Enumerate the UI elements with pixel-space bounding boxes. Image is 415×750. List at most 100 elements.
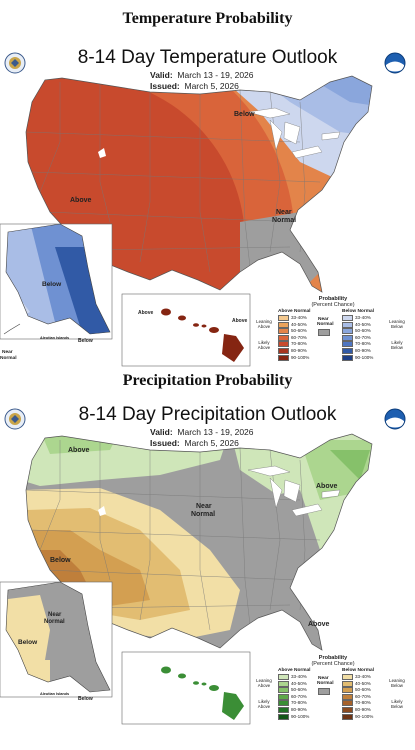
temperature-valid: Valid: March 13 - 19, 2026 <box>150 70 254 80</box>
precipitation-legend: Probability (Percent Chance) Above Norma… <box>256 655 410 729</box>
label-normal: Normal <box>272 217 296 224</box>
legend-swatch <box>278 321 289 328</box>
great-lakes <box>247 465 341 517</box>
legend-range-label: 60-70% <box>291 694 307 700</box>
legend-swatch <box>342 700 353 707</box>
legend-below-row: 80-90% <box>342 348 371 354</box>
legend-leaning-below: Leaning Below <box>389 319 405 329</box>
legend-above-row: 90-100% <box>278 713 310 720</box>
legend-above-row: 70-80% <box>278 700 307 707</box>
label-near: Near <box>276 209 292 216</box>
legend-below-row: 50-60% <box>342 328 371 335</box>
legend-title: Probability <box>318 655 348 661</box>
legend-range-label: 40-50% <box>291 321 307 327</box>
legend-swatch <box>342 354 353 361</box>
legend-swatch <box>342 328 353 335</box>
label-ak-near: Near <box>2 349 13 355</box>
label-ak-near: Near <box>48 612 62 618</box>
legend-below-row: 33-40% <box>342 674 371 680</box>
legend-above-row: 60-70% <box>278 693 307 700</box>
legend-below-row: 70-80% <box>342 700 371 707</box>
label-above-ne: Above <box>316 483 338 490</box>
legend-range-label: 90-100% <box>291 354 310 360</box>
legend-swatch <box>342 315 353 321</box>
legend-above-head: Above Normal <box>278 668 311 673</box>
legend-near-normal-swatch <box>318 329 330 336</box>
legend-normal-head: Normal <box>317 681 334 686</box>
legend-range-label: 33-40% <box>291 674 307 680</box>
legend-below-row: 40-50% <box>342 680 371 687</box>
legend-range-label: 90-100% <box>355 354 374 360</box>
temperature-map: Above Below Near Normal Below Aleutian I… <box>0 75 373 367</box>
legend-swatch <box>278 707 289 713</box>
legend-range-label: 50-60% <box>355 687 371 693</box>
legend-swatch <box>342 334 353 341</box>
legend-swatch <box>278 693 289 700</box>
legend-swatch <box>342 693 353 700</box>
noaa-logo-icon <box>384 408 406 430</box>
legend-subtitle: (Percent Chance) <box>311 661 355 667</box>
salt-lake <box>98 506 106 516</box>
legend-swatch <box>278 334 289 341</box>
legend-likely-above: Likely Above <box>257 340 271 350</box>
legend-range-label: 50-60% <box>291 687 307 693</box>
legend-swatch <box>278 700 289 707</box>
legend-swatch <box>342 707 353 713</box>
label-ak-normal: Normal <box>44 619 65 625</box>
legend-below-row: 70-80% <box>342 341 371 348</box>
legend-swatch <box>342 348 353 354</box>
label-normal: Normal <box>191 511 215 518</box>
label-above: Above <box>70 197 92 204</box>
label-hi-above-1: Above <box>138 310 154 316</box>
legend-range-label: 33-40% <box>355 674 371 680</box>
legend-leaning-above: Leaning Above <box>256 678 272 688</box>
legend-above-row: 33-40% <box>278 674 307 680</box>
great-lakes <box>247 107 341 159</box>
legend-subtitle: (Percent Chance) <box>311 302 355 308</box>
legend-range-label: 90-100% <box>291 713 310 719</box>
legend-above-row: 80-90% <box>278 707 307 713</box>
legend-leaning-below: Leaning Below <box>389 678 405 688</box>
legend-below-row: 33-40% <box>342 315 371 321</box>
label-ak-normal: Normal <box>0 355 17 361</box>
legend-likely-below: Likely Below <box>391 699 403 709</box>
legend-range-label: 70-80% <box>355 341 371 347</box>
label-near: Near <box>196 503 212 510</box>
label-above-se: Above <box>308 621 330 628</box>
legend-range-label: 33-40% <box>291 315 307 321</box>
legend-swatch <box>342 680 353 687</box>
legend-swatch <box>278 687 289 694</box>
legend-below-row: 40-50% <box>342 321 371 328</box>
legend-swatch <box>342 674 353 680</box>
label-ak-below: Below <box>42 281 62 288</box>
legend-swatch <box>342 341 353 348</box>
label-above-nw: Above <box>68 447 90 454</box>
hawaii-islands <box>161 308 244 362</box>
label-aleutian: Aleutian Islands <box>40 336 69 340</box>
legend-range-label: 60-70% <box>355 335 371 341</box>
legend-near-normal-swatch <box>318 688 330 695</box>
legend-above-head: Above Normal <box>278 309 311 314</box>
legend-swatch <box>342 713 353 720</box>
legend-range-label: 50-60% <box>355 328 371 334</box>
legend-range-label: 70-80% <box>291 700 307 706</box>
label-below: Below <box>50 557 71 564</box>
temperature-legend: Probability (Percent Chance) Above Norma… <box>256 296 410 370</box>
precipitation-map-title: 8-14 Day Precipitation Outlook <box>78 404 337 425</box>
legend-normal-head: Normal <box>317 322 334 327</box>
legend-swatch <box>278 341 289 348</box>
noaa-logo-icon <box>384 52 406 74</box>
legend-above-row: 50-60% <box>278 687 307 694</box>
legend-swatch <box>278 315 289 321</box>
legend-likely-below: Likely Below <box>391 340 403 350</box>
legend-leaning-above: Leaning Above <box>256 319 272 329</box>
legend-range-label: 60-70% <box>291 335 307 341</box>
legend-swatch <box>278 713 289 720</box>
legend-range-label: 33-40% <box>355 315 371 321</box>
legend-range-label: 50-60% <box>291 328 307 334</box>
legend-range-label: 80-90% <box>291 707 307 713</box>
label-hi-above-2: Above <box>232 318 248 324</box>
label-ak-below: Below <box>18 639 38 646</box>
legend-above-row: 50-60% <box>278 328 307 335</box>
salt-lake <box>98 148 106 158</box>
